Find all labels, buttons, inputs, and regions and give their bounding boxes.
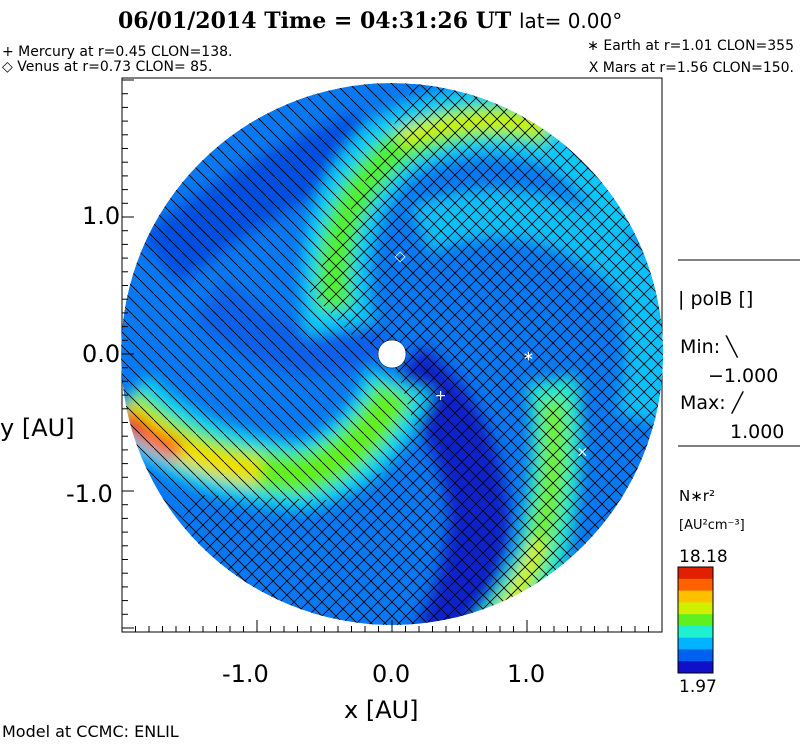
colorbar-min: 1.97: [679, 677, 717, 697]
xtick-label: -1.0: [222, 660, 269, 688]
earth-info: ∗ Earth at r=1.01 CLON=355: [587, 38, 794, 54]
y-axis-label: y [AU]: [0, 414, 75, 442]
legend-polb: | polB []: [678, 288, 754, 310]
colorbar-variable: N∗r²: [679, 487, 715, 505]
colorbar-segment: [678, 649, 713, 662]
colorbar-segment: [678, 567, 713, 580]
plot-title: 06/01/2014 Time = 04:31:26 UT lat= 0.00°: [118, 8, 622, 34]
xtick-label: 0.0: [372, 660, 411, 688]
date: 06/01/2014: [118, 8, 257, 34]
lat-label: lat= 0.00°: [518, 9, 623, 33]
legend-max-label: Max: ╱: [680, 392, 744, 414]
xtick-label: 1.0: [507, 660, 546, 688]
planet-marker-mercury: +: [435, 388, 447, 404]
colorbar-segment: [678, 590, 713, 603]
x-axis-label: x [AU]: [344, 696, 419, 724]
planet-marker-venus: ◇: [395, 248, 406, 264]
colorbar-segment: [678, 578, 713, 592]
colorbar-segment: [678, 661, 713, 674]
colorbar-segment: [678, 602, 713, 615]
time-label: Time = 04:31:26 UT: [264, 8, 512, 34]
mercury-info: + Mercury at r=0.45 CLON=138.: [2, 44, 233, 60]
legend-max-value: 1.000: [730, 421, 785, 443]
sun-marker: [377, 339, 407, 369]
mars-info: X Mars at r=1.56 CLON=150.: [588, 60, 794, 76]
venus-info: ◇ Venus at r=0.73 CLON= 85.: [2, 59, 213, 75]
ytick-label: -1.0: [66, 480, 113, 508]
ytick-label: 0.0: [82, 340, 121, 368]
colorbar-segment: [678, 614, 713, 627]
colorbar-segment: [678, 625, 713, 639]
colorbar-unit: [AU²cm⁻³]: [679, 518, 745, 533]
colorbar-segment: [678, 637, 713, 650]
legend-min-label: Min: ╲: [680, 336, 738, 358]
planet-marker-earth: ∗: [522, 348, 534, 364]
planet-marker-mars: ×: [576, 444, 588, 460]
ytick-label: 1.0: [82, 202, 121, 230]
legend-min-value: −1.000: [708, 365, 779, 387]
colorbar-max: 18.18: [679, 547, 728, 567]
colorbar-frame: [677, 566, 714, 674]
footer-credit: Model at CCMC: ENLIL: [2, 722, 179, 741]
